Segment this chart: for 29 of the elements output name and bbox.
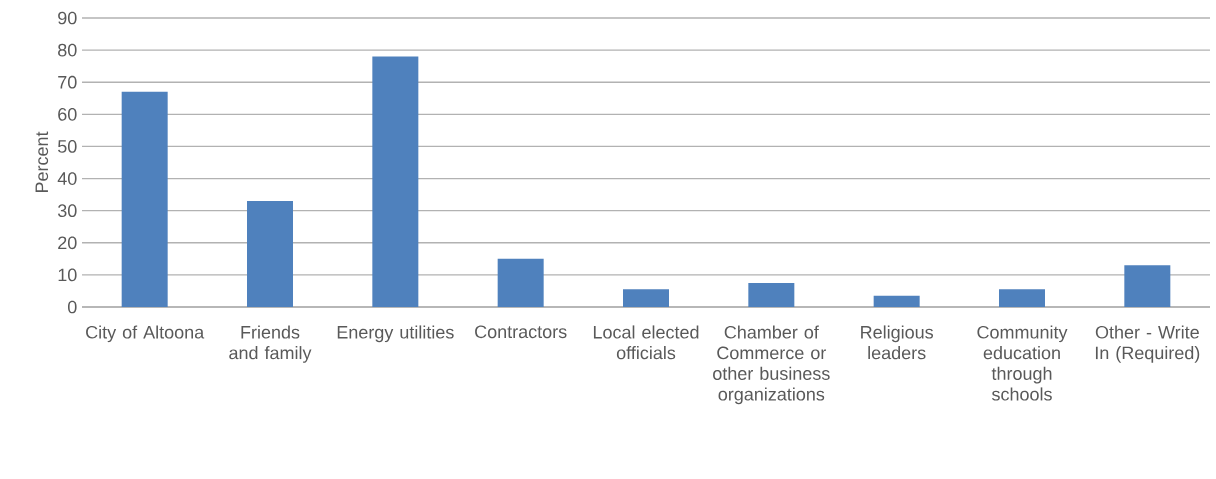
y-tick-label: 20	[58, 236, 77, 250]
x-tick-label: City of Altoona	[86, 325, 205, 343]
bar	[121, 91, 168, 307]
x-tick-label: Community education through schools	[977, 325, 1068, 401]
y-tick-label: 90	[58, 11, 77, 25]
bar	[372, 56, 419, 307]
x-tick-label: Chamber of Commerce or other business organizations	[713, 325, 830, 405]
bar	[623, 289, 669, 307]
y-tick-label: 80	[58, 43, 77, 57]
y-tick-label: 50	[57, 140, 77, 153]
y-axis-title: Percent	[35, 131, 49, 193]
x-tick-label: Other - Write In (Required)	[1095, 325, 1200, 363]
y-tick-label: 10	[58, 268, 77, 282]
x-tick-label: Local elected officials	[593, 325, 699, 360]
bar	[999, 289, 1045, 307]
y-tick-label: 30	[57, 204, 77, 218]
bar	[873, 295, 920, 307]
bar	[1124, 265, 1171, 307]
bar	[247, 201, 293, 307]
x-tick-label: Energy utilities	[337, 325, 454, 343]
y-tick-label: 40	[57, 172, 77, 185]
bar	[748, 282, 795, 307]
x-tick-label: Religious leaders	[861, 325, 933, 360]
x-tick-label: Contractors	[475, 325, 567, 339]
x-tick-label: Friends and family	[229, 325, 312, 363]
y-tick-label: 60	[58, 107, 77, 121]
bar	[497, 258, 544, 307]
y-tick-label: 0	[67, 300, 77, 314]
y-tick-label: 70	[58, 75, 77, 89]
